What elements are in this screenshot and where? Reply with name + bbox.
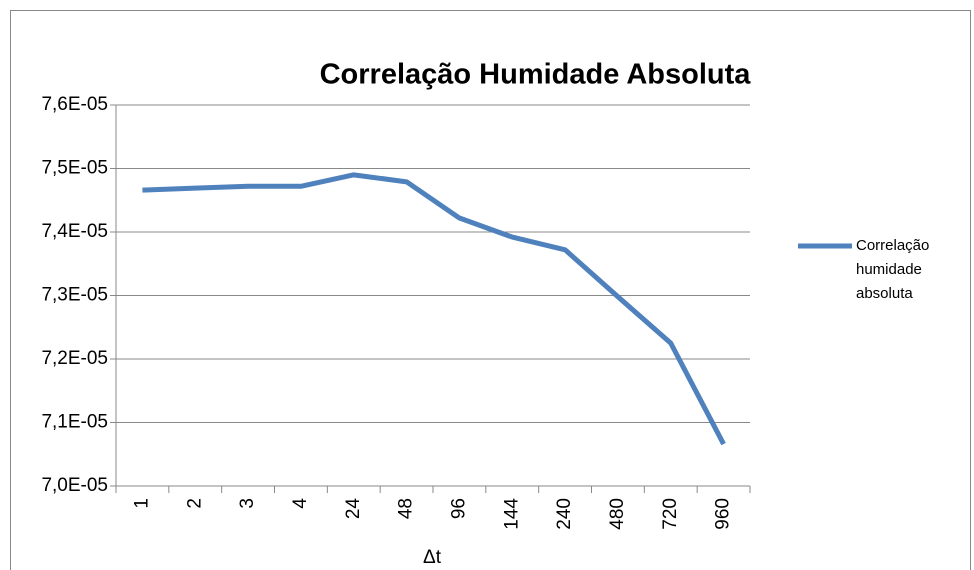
- x-tick-label: 48: [396, 498, 417, 519]
- chart-title: Correlação Humidade Absoluta: [320, 59, 752, 91]
- x-tick-label: 480: [607, 498, 628, 530]
- y-tick-label: 7,1E-05: [41, 412, 108, 433]
- x-tick-label: 240: [554, 498, 575, 530]
- x-tick-label: 96: [448, 498, 469, 519]
- y-tick-label: 7,3E-05: [41, 285, 108, 306]
- line-series: [142, 172, 726, 446]
- x-tick-label: 144: [501, 498, 522, 530]
- x-tick-label: 720: [660, 498, 681, 530]
- x-tick-label: 3: [237, 498, 258, 509]
- y-tick-label: 7,2E-05: [41, 348, 108, 369]
- x-tick-label: 1: [131, 498, 152, 509]
- y-tick-label: 7,4E-05: [41, 221, 108, 242]
- x-tick-label: 960: [713, 498, 734, 530]
- chart-border: [10, 10, 971, 570]
- x-tick-label: 4: [290, 498, 311, 509]
- x-tick-label: 2: [184, 498, 205, 509]
- x-axis-label: Δt: [423, 547, 442, 568]
- x-tick-label: 24: [343, 498, 364, 520]
- y-tick-label: 7,6E-05: [41, 94, 108, 115]
- y-tick-label: 7,5E-05: [41, 158, 108, 179]
- y-tick-label: 7,0E-05: [41, 475, 108, 496]
- legend-label: Correlação humidade absoluta: [856, 237, 930, 302]
